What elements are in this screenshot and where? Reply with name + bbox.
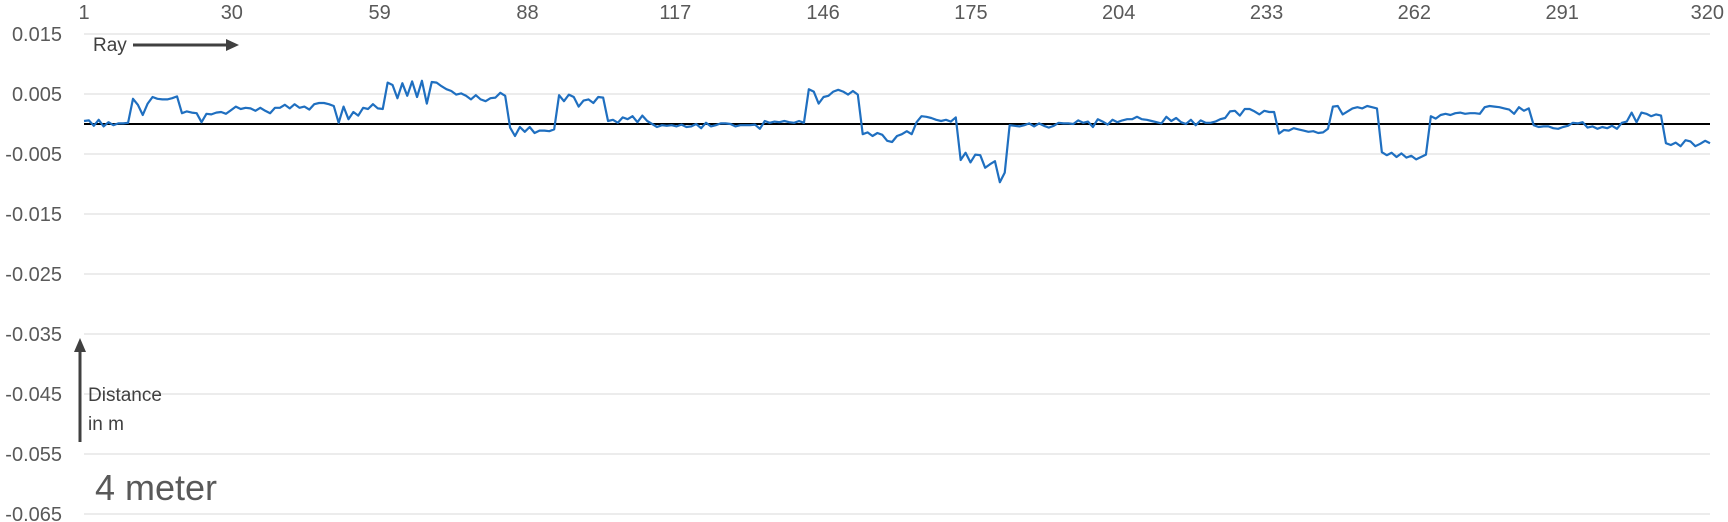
y-tick-label: -0.055 <box>5 444 62 466</box>
y-tick-label: -0.045 <box>5 384 62 406</box>
x-tick-label: 117 <box>659 2 691 24</box>
y-tick-label: 0.015 <box>12 24 62 46</box>
y-tick-label: -0.065 <box>5 504 62 522</box>
x-tick-label: 175 <box>954 2 987 24</box>
x-tick-label: 291 <box>1545 2 1578 24</box>
y-tick-label: 0.005 <box>12 84 62 106</box>
y-tick-label: -0.015 <box>5 204 62 226</box>
ray-arrowhead-icon <box>226 39 239 51</box>
x-tick-label: 30 <box>221 2 243 24</box>
y-axis-tick-labels: 0.015 0.005 -0.005 -0.015 -0.025 -0.035 -0.045… <box>5 24 62 522</box>
y-tick-label: -0.025 <box>5 264 62 286</box>
distance-arrowhead-icon <box>74 338 86 352</box>
distance-annotation-4-meter: 4 meter <box>95 467 217 508</box>
x-tick-label: 146 <box>806 2 839 24</box>
x-tick-label: 262 <box>1398 2 1431 24</box>
series-line <box>83 79 1711 184</box>
x-tick-label: 204 <box>1102 2 1135 24</box>
x-tick-label: 233 <box>1250 2 1283 24</box>
x-axis-label-ray: Ray <box>93 35 127 56</box>
y-tick-label: -0.035 <box>5 324 62 346</box>
x-tick-label: 59 <box>369 2 391 24</box>
y-tick-label: -0.005 <box>5 144 62 166</box>
x-tick-label: 88 <box>516 2 538 24</box>
x-tick-label: 320 <box>1691 2 1724 24</box>
horizontal-gridlines <box>84 33 1710 515</box>
x-axis-tick-labels: 1 30 59 88 117 146 175 204 233 262 291 320 <box>78 2 1724 24</box>
y-axis-label-distance: Distance in m <box>88 385 167 435</box>
x-tick-label: 1 <box>78 2 89 24</box>
